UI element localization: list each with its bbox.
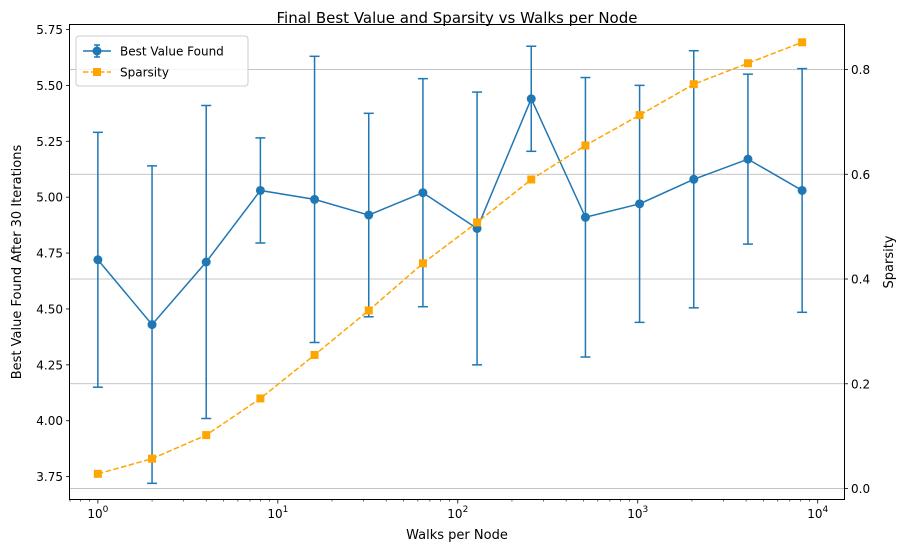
legend-marker-sparsity — [93, 68, 101, 76]
legend: Best Value Found Sparsity — [75, 35, 249, 87]
x-axis-label: Walks per Node — [406, 528, 508, 543]
y-right-tick-label-0.2: 0.2 — [851, 377, 870, 391]
y-left-tick-label-5.25: 5.25 — [36, 135, 63, 149]
series-best-value — [92, 45, 808, 485]
point-sparsity — [473, 218, 482, 227]
series-layer — [92, 38, 808, 485]
y-right-tick-label-0.4: 0.4 — [851, 273, 870, 287]
point-sparsity — [743, 59, 752, 68]
point-best-value — [201, 257, 211, 267]
point-sparsity — [364, 306, 373, 315]
y-left-tick-label-4.00: 4.00 — [36, 414, 63, 428]
y-right-tick-label-0.6: 0.6 — [851, 168, 870, 182]
point-best-value — [580, 212, 590, 222]
x-tick-label-1000: 103 — [627, 505, 648, 521]
point-sparsity — [93, 469, 102, 478]
legend-box — [75, 35, 249, 87]
point-sparsity — [256, 394, 265, 403]
point-sparsity — [689, 80, 698, 89]
x-tick-label-1: 100 — [87, 505, 108, 521]
point-best-value — [310, 194, 320, 204]
point-best-value — [689, 174, 699, 184]
x-tick-label-100: 102 — [447, 505, 468, 521]
point-sparsity — [310, 350, 319, 359]
point-best-value — [635, 199, 645, 209]
y-axis-right-label: Sparsity — [882, 235, 897, 288]
point-best-value — [797, 185, 807, 195]
point-sparsity — [202, 431, 211, 440]
point-sparsity — [581, 141, 590, 150]
legend-label-best-value: Best Value Found — [120, 45, 224, 59]
y-left-tick-label-4.75: 4.75 — [36, 247, 63, 261]
point-best-value — [255, 185, 265, 195]
legend-marker-best-value — [92, 46, 102, 56]
y-left-tick-label-3.75: 3.75 — [36, 470, 63, 484]
point-sparsity — [635, 111, 644, 120]
point-best-value — [418, 188, 428, 198]
point-best-value — [526, 94, 536, 104]
line-sparsity — [97, 41, 803, 475]
y-right-tick-label-0.8: 0.8 — [851, 63, 870, 77]
chart-title: Final Best Value and Sparsity vs Walks p… — [277, 9, 638, 27]
legend-entry-best-value: Best Value Found — [83, 44, 224, 59]
grid-layer — [70, 69, 844, 489]
point-sparsity — [148, 454, 157, 463]
y-left-tick-label-5.75: 5.75 — [36, 23, 63, 37]
point-best-value — [364, 210, 374, 220]
point-best-value — [743, 154, 753, 164]
point-sparsity — [798, 38, 807, 47]
y-left-tick-label-4.50: 4.50 — [36, 302, 63, 316]
x-tick-label-10000: 104 — [807, 505, 828, 521]
y-left-tick-label-5.50: 5.50 — [36, 79, 63, 93]
y-left-tick-label-5.00: 5.00 — [36, 191, 63, 205]
y-left-tick-label-4.25: 4.25 — [36, 358, 63, 372]
point-best-value — [147, 320, 157, 330]
x-tick-label-10: 101 — [267, 505, 288, 521]
y-axis-left-label: Best Value Found After 30 Iterations — [10, 145, 25, 380]
legend-label-sparsity: Sparsity — [120, 66, 169, 80]
line-best-value — [97, 96, 803, 326]
plot-frame — [69, 24, 845, 500]
point-best-value — [93, 255, 103, 265]
axis-layer: 3.75 4.00 4.25 4.50 4.75 5.00 5.25 5.50 5.75 0.0 0… — [36, 23, 870, 521]
point-sparsity — [418, 259, 427, 268]
series-sparsity — [93, 38, 807, 478]
point-sparsity — [527, 175, 536, 184]
y-right-tick-label-0.0: 0.0 — [851, 482, 870, 496]
legend-entry-sparsity: Sparsity — [83, 66, 169, 80]
